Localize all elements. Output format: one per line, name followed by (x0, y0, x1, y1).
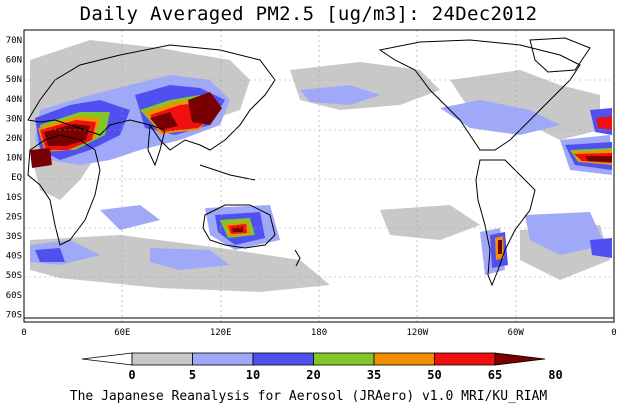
lon-label-2: 120E (210, 328, 232, 338)
lon-label-1: 60E (114, 328, 130, 338)
colorbar-tick-5: 5 (189, 368, 196, 382)
coast-north-america (378, 39, 581, 151)
lon-label-6: 0 (611, 328, 616, 338)
coast-south-america (475, 159, 536, 287)
latitude-axis: 70N 60N 50N 40N 30N 20N 10N EQ 10S 20S 30S 40S 50S 60… (6, 36, 22, 320)
colorbar-segment-6 (434, 352, 496, 366)
colorbar-segment-2 (192, 352, 254, 366)
pm25-concentration-field (30, 40, 612, 292)
lat-label-60s: 60S (6, 291, 22, 301)
map-panel (23, 29, 615, 323)
lon-label-5: 60W (508, 328, 525, 338)
credit-line: The Japanese Reanalysis for Aerosol (JRA… (69, 389, 548, 404)
lat-label-eq: EQ (11, 173, 22, 183)
colorbar: 0 5 10 20 35 50 65 80 (81, 352, 563, 382)
lat-label-50s: 50S (6, 271, 22, 281)
lat-label-10s: 10S (6, 193, 22, 203)
coast-australia (202, 204, 276, 249)
colorbar-segment-4 (313, 352, 375, 366)
coast-india (147, 124, 166, 167)
lat-label-20n: 20N (6, 134, 22, 144)
coast-greenland (529, 37, 591, 73)
lat-label-50n: 50N (6, 75, 22, 85)
lat-label-70s: 70S (6, 310, 22, 320)
lat-label-30s: 30S (6, 232, 22, 242)
colorbar-tick-10: 10 (246, 368, 260, 382)
lon-label-4: 120W (406, 328, 428, 338)
lat-lon-grid (24, 30, 614, 322)
colorbar-segment-5 (373, 352, 435, 366)
colorbar-segment-3 (252, 352, 314, 366)
coast-eurasia (27, 44, 276, 151)
coast-africa (27, 134, 101, 246)
lat-label-70n: 70N (6, 36, 22, 46)
colorbar-tick-35: 35 (367, 368, 381, 382)
colorbar-tick-20: 20 (306, 368, 320, 382)
colorbar-tick-50: 50 (427, 368, 441, 382)
longitude-axis: 0 60E 120E 180 120W 60W 0 (21, 328, 616, 338)
lon-label-3: 180 (311, 328, 327, 338)
lat-label-40n: 40N (6, 95, 22, 105)
lat-label-30n: 30N (6, 114, 22, 124)
map-frame (23, 29, 615, 323)
lon-label-0: 0 (21, 328, 26, 338)
coast-indonesia (199, 164, 256, 181)
colorbar-segment-0 (81, 352, 133, 366)
lat-label-10n: 10N (6, 154, 22, 164)
colorbar-tick-0: 0 (128, 368, 135, 382)
colorbar-tick-80: 80 (548, 368, 562, 382)
lat-label-40s: 40S (6, 252, 22, 262)
coastlines (24, 37, 614, 319)
lat-label-60n: 60N (6, 56, 22, 66)
colorbar-tick-65: 65 (488, 368, 502, 382)
lat-label-20s: 20S (6, 212, 22, 222)
map-title: Daily Averaged PM2.5 [ug/m3]: 24Dec2012 (79, 3, 538, 25)
colorbar-segment-7 (494, 352, 546, 366)
coast-new-zealand (294, 249, 301, 267)
colorbar-segment-1 (131, 352, 193, 366)
